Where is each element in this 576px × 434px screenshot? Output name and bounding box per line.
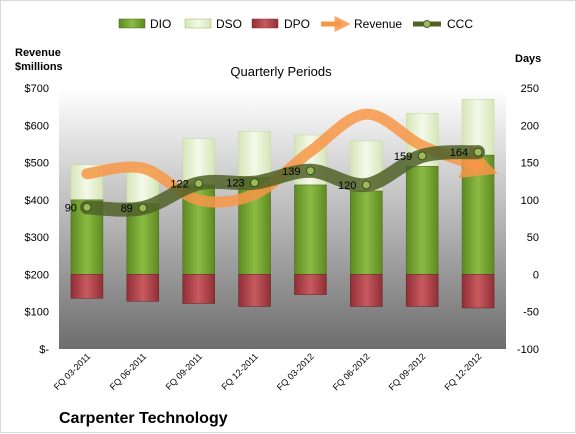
ccc-point	[250, 178, 260, 188]
dio-bar	[405, 166, 439, 275]
dio-bar	[294, 184, 327, 275]
x-tick-label: FQ 09-2012	[387, 351, 428, 392]
left-tick-label: $700	[25, 83, 49, 95]
left-tick-label: $200	[25, 269, 49, 281]
dpo-bar	[182, 274, 215, 304]
left-tick-label: $300	[25, 232, 49, 244]
dio-bar	[350, 190, 383, 275]
x-tick-label: FQ 09-2011	[164, 351, 205, 392]
ccc-data-label: 89	[121, 203, 133, 215]
left-axis-label-line2: $millions	[15, 61, 63, 73]
ccc-point	[305, 166, 315, 176]
ccc-data-label: 120	[338, 180, 356, 192]
left-tick-label: $500	[25, 158, 49, 170]
legend-dso-label: DSO	[216, 17, 242, 31]
lines-layer	[79, 108, 498, 217]
plot-area	[59, 88, 506, 349]
ccc-point	[417, 151, 427, 161]
right-axis-ticks: -100 -50 0 50 100 150 200 250	[517, 83, 539, 356]
right-tick-label: 200	[521, 120, 539, 132]
dpo-bar	[294, 274, 327, 295]
ccc-value-labels: 90 89 122 123 139 120 159 164	[65, 147, 468, 215]
right-tick-label: -100	[517, 344, 539, 356]
ccc-point	[361, 180, 371, 190]
legend-ccc-label: CCC	[447, 17, 473, 31]
ccc-point	[82, 202, 92, 212]
right-tick-label: 50	[527, 232, 539, 244]
x-axis-labels: FQ 03-2011 FQ 06-2011 FQ 09-2011 FQ 12-2011…	[52, 351, 484, 392]
left-tick-label: $600	[25, 120, 49, 132]
dpo-bar	[126, 274, 160, 302]
ccc-data-label: 164	[450, 147, 468, 159]
legend-dio-label: DIO	[150, 17, 171, 31]
right-tick-label: 250	[521, 83, 539, 95]
right-tick-label: -50	[523, 307, 539, 319]
ccc-data-label: 139	[282, 166, 300, 178]
left-axis-ticks: $- $100 $200 $300 $400 $500 $600 $700	[25, 83, 50, 356]
legend-dpo-label: DPO	[284, 17, 310, 31]
dpo-bar	[70, 274, 104, 299]
x-tick-label: FQ 03-2011	[52, 351, 93, 392]
right-tick-label: 150	[521, 158, 539, 170]
legend-revenue-label: Revenue	[354, 17, 402, 31]
x-tick-label: FQ 12-2011	[219, 351, 260, 392]
right-tick-label: 100	[521, 195, 539, 207]
dio-bar	[461, 154, 495, 275]
left-tick-label: $100	[25, 307, 49, 319]
legend-ccc-marker	[423, 20, 431, 28]
dpo-bar	[238, 274, 271, 307]
ccc-data-label: 159	[394, 151, 412, 163]
legend-dso-swatch	[184, 18, 212, 29]
ccc-point	[138, 203, 148, 213]
x-tick-label: FQ 06-2012	[331, 351, 372, 392]
ccc-data-label: 122	[170, 178, 188, 190]
right-axis-label: Days	[515, 53, 541, 65]
x-tick-label: FQ 12-2012	[442, 351, 483, 392]
ccc-data-label: 90	[65, 202, 77, 214]
x-tick-label: FQ 06-2011	[108, 351, 149, 392]
left-axis-label-line1: Revenue	[15, 47, 61, 59]
dpo-bar	[405, 274, 439, 307]
dpo-bar	[350, 274, 383, 307]
ccc-line	[79, 145, 486, 217]
ccc-point	[473, 147, 483, 157]
legend-dio-swatch	[118, 18, 146, 29]
dso-bar	[238, 131, 271, 178]
ccc-data-label: 123	[226, 178, 244, 190]
left-tick-label: $400	[25, 195, 49, 207]
chart-title: Quarterly Periods	[230, 64, 332, 79]
left-tick-label: $-	[39, 344, 49, 356]
dpo-bar	[461, 274, 495, 309]
company-name: Carpenter Technology	[59, 410, 228, 427]
x-tick-label: FQ 03-2012	[275, 351, 316, 392]
ccc-point	[194, 178, 204, 188]
legend-dpo-swatch	[251, 18, 279, 29]
legend: DIO DSO DPO Revenue CCC	[118, 15, 473, 33]
right-tick-label: 0	[533, 269, 539, 281]
